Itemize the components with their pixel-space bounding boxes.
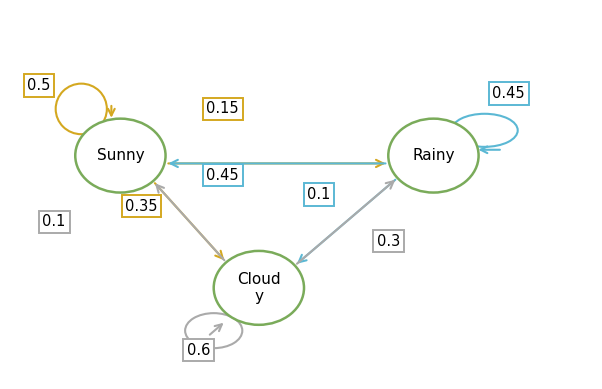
Text: 0.45: 0.45: [206, 168, 239, 182]
Text: 0.45: 0.45: [492, 86, 525, 101]
Text: 0.5: 0.5: [28, 78, 51, 93]
Text: Cloud
y: Cloud y: [237, 272, 281, 304]
Ellipse shape: [75, 119, 166, 193]
Text: Rainy: Rainy: [412, 148, 455, 163]
Text: Sunny: Sunny: [96, 148, 144, 163]
Text: 0.15: 0.15: [206, 102, 239, 116]
Ellipse shape: [388, 119, 479, 193]
Text: 0.1: 0.1: [43, 214, 66, 229]
Text: 0.6: 0.6: [187, 343, 210, 357]
Text: 0.35: 0.35: [125, 199, 158, 214]
Text: 0.1: 0.1: [308, 187, 330, 202]
Ellipse shape: [214, 251, 304, 325]
Text: 0.3: 0.3: [377, 234, 400, 249]
